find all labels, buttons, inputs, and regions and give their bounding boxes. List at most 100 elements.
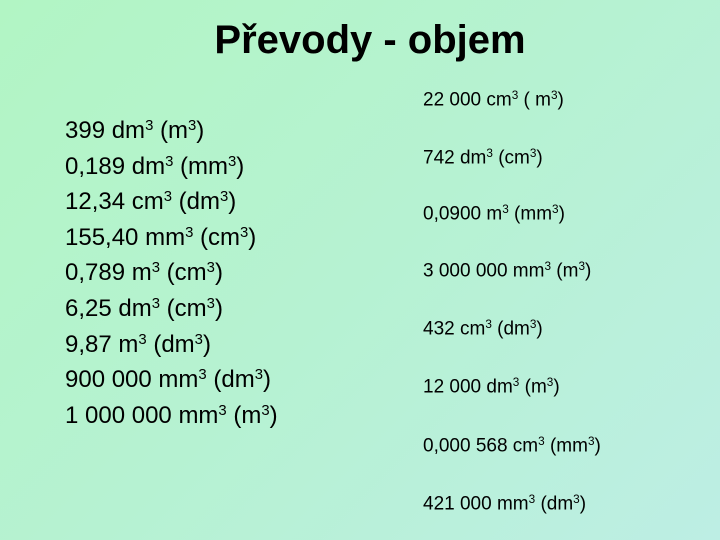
text-segment: (mm <box>544 435 588 457</box>
text-segment: ) <box>196 117 205 144</box>
superscript: 3 <box>529 147 537 160</box>
text-segment: (dm <box>491 318 530 340</box>
slide-title: Převody - objem <box>214 18 526 62</box>
text-segment: ) <box>553 376 560 398</box>
conversion-item: 0,189 dm3 (mm3) <box>65 153 244 181</box>
conversion-item: 0,0900 m3 (mm3) <box>423 203 565 225</box>
text-segment: (m <box>519 376 547 398</box>
superscript: 3 <box>573 493 580 506</box>
text-segment: 0,0900 m <box>423 203 503 225</box>
superscript: 3 <box>138 331 147 348</box>
text-segment: (dm <box>172 188 220 216</box>
text-segment: 0,000 568 cm <box>423 435 539 457</box>
superscript: 3 <box>587 435 595 448</box>
superscript: 3 <box>578 260 585 273</box>
text-segment: 12 000 dm <box>423 376 513 398</box>
conversion-item: 22 000 cm3 ( m3) <box>423 89 564 111</box>
superscript: 3 <box>188 117 197 134</box>
superscript: 3 <box>151 260 160 277</box>
text-segment: (m <box>226 401 262 429</box>
superscript: 3 <box>528 493 536 506</box>
text-segment: ) <box>248 223 257 251</box>
text-segment: 0,189 dm <box>65 152 166 180</box>
text-segment: ) <box>536 318 543 340</box>
text-segment: ) <box>202 330 211 358</box>
superscript: 3 <box>240 224 249 241</box>
superscript: 3 <box>544 260 552 273</box>
conversion-item: 12,34 cm3 (dm3) <box>65 188 236 216</box>
text-segment: 6,25 dm <box>65 295 152 322</box>
text-segment: 432 cm <box>423 318 486 340</box>
text-segment: (cm <box>160 259 207 287</box>
text-segment: (m <box>551 260 579 282</box>
superscript: 3 <box>552 203 559 216</box>
conversion-item: 900 000 mm3 (dm3) <box>65 366 271 394</box>
conversion-item: 421 000 mm3 (dm3) <box>423 493 586 515</box>
text-segment: (cm <box>193 223 240 251</box>
conversion-item: 399 dm3 (m3) <box>65 117 204 145</box>
text-segment: ) <box>214 295 223 322</box>
text-segment: ( m <box>518 89 551 111</box>
text-segment: ) <box>228 188 237 216</box>
superscript: 3 <box>485 318 492 331</box>
superscript: 3 <box>185 224 194 241</box>
superscript: 3 <box>218 402 227 419</box>
text-segment: ) <box>214 259 223 287</box>
superscript: 3 <box>165 153 174 170</box>
text-segment: 3 000 000 mm <box>423 260 545 282</box>
text-segment: (cm <box>492 147 530 169</box>
superscript: 3 <box>228 153 237 170</box>
superscript: 3 <box>254 367 263 384</box>
superscript: 3 <box>502 203 509 216</box>
text-segment: (dm <box>535 493 574 515</box>
superscript: 3 <box>538 435 545 448</box>
superscript: 3 <box>220 189 229 206</box>
text-segment: 421 000 mm <box>423 493 529 515</box>
text-segment: 742 dm <box>423 147 487 169</box>
text-segment: 22 000 cm <box>423 89 512 111</box>
conversion-item: 0,000 568 cm3 (mm3) <box>423 435 601 457</box>
conversion-item: 155,40 mm3 (cm3) <box>65 224 256 252</box>
text-segment: 0,789 m <box>65 259 152 287</box>
superscript: 3 <box>163 189 172 206</box>
text-segment: 399 dm <box>65 117 146 144</box>
text-segment: ) <box>536 147 543 169</box>
superscript: 3 <box>551 89 558 102</box>
text-segment: (mm <box>173 152 229 180</box>
superscript: 3 <box>194 331 203 348</box>
text-segment: (cm <box>160 295 207 322</box>
conversion-item: 1 000 000 mm3 (m3) <box>65 402 278 430</box>
text-segment: ) <box>594 435 601 457</box>
text-segment: ) <box>579 493 587 515</box>
text-segment: (dm <box>206 366 255 394</box>
conversion-item: 6,25 dm3 (cm3) <box>65 295 223 323</box>
superscript: 3 <box>529 318 537 331</box>
text-segment: 155,40 mm <box>65 223 186 251</box>
text-segment: 9,87 m <box>65 330 139 358</box>
text-segment: ) <box>269 401 278 429</box>
superscript: 3 <box>206 295 215 312</box>
text-segment: 900 000 mm <box>65 366 199 394</box>
superscript: 3 <box>546 376 554 389</box>
text-segment: (mm <box>508 203 553 225</box>
text-segment: ) <box>262 366 271 394</box>
superscript: 3 <box>198 367 207 384</box>
conversion-item: 0,789 m3 (cm3) <box>65 259 223 287</box>
superscript: 3 <box>206 260 215 277</box>
text-segment: (dm <box>146 330 195 358</box>
text-segment: ) <box>558 203 565 225</box>
superscript: 3 <box>486 147 493 160</box>
superscript: 3 <box>512 376 520 389</box>
superscript: 3 <box>145 117 154 134</box>
superscript: 3 <box>151 295 160 312</box>
text-segment: 12,34 cm <box>65 188 164 216</box>
text-segment: 1 000 000 mm <box>65 401 219 429</box>
text-segment: ) <box>585 260 592 282</box>
conversion-item: 742 dm3 (cm3) <box>423 147 543 169</box>
superscript: 3 <box>261 402 270 419</box>
conversion-item: 12 000 dm3 (m3) <box>423 376 560 398</box>
text-segment: ) <box>236 152 245 180</box>
conversion-item: 9,87 m3 (dm3) <box>65 331 211 359</box>
conversion-item: 432 cm3 (dm3) <box>423 318 543 340</box>
